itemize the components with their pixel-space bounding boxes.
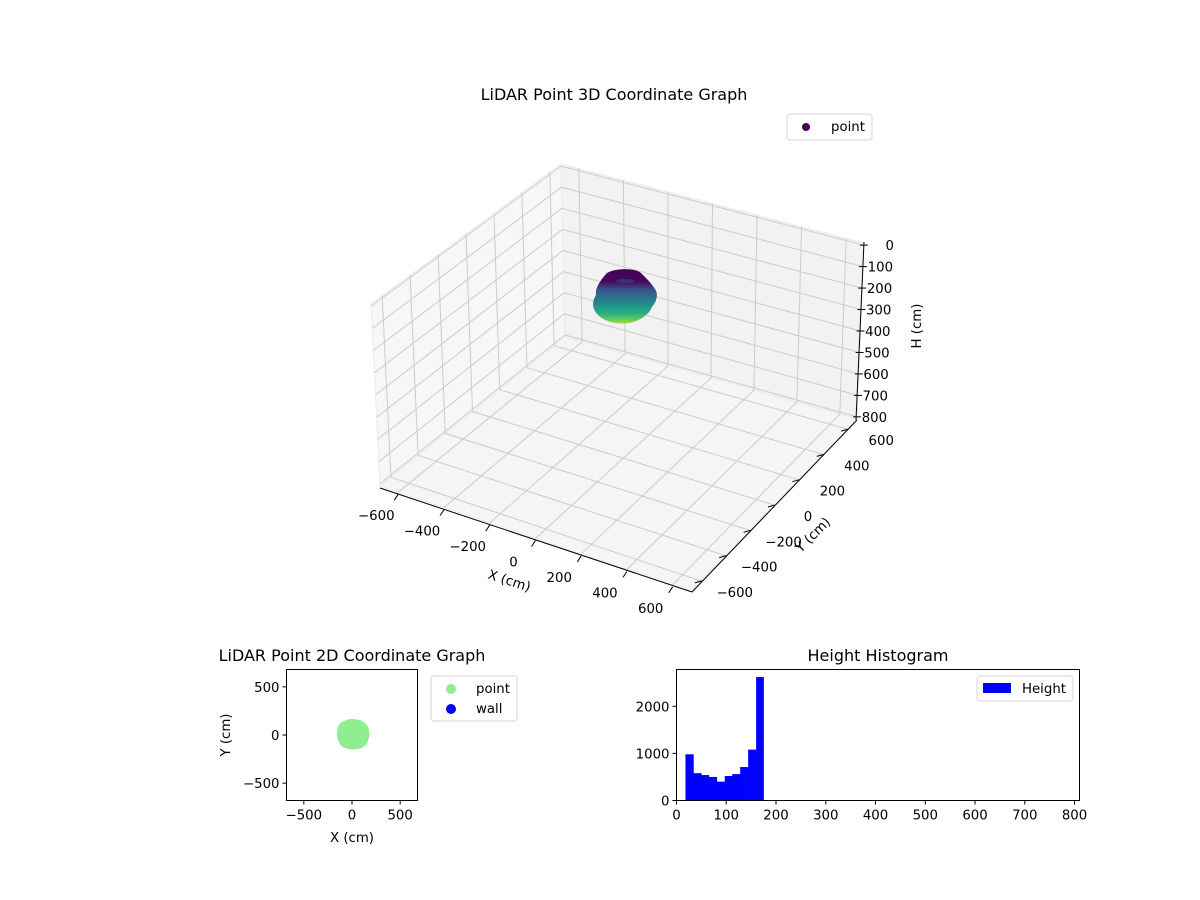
x-tick-label-3d: 600	[638, 602, 663, 617]
x-tick-label-2d: −500	[286, 809, 323, 824]
x-tick-label-hist: 500	[913, 809, 938, 824]
y-tick-label-hist: 2000	[636, 700, 670, 715]
plot-3d-title: LiDAR Point 3D Coordinate Graph	[481, 85, 748, 104]
plot-2d-title: LiDAR Point 2D Coordinate Graph	[219, 646, 486, 665]
point-cloud-3d	[593, 269, 657, 324]
x-tick-label-hist: 700	[1012, 809, 1037, 824]
tick-labels-3d: −600−400−2000200400600−600−400−200020040…	[358, 239, 894, 617]
legend-histogram: Height	[976, 675, 1074, 702]
legend-3d: point	[786, 113, 873, 141]
y-tick-label-3d: −600	[716, 586, 753, 601]
ticks-histogram: 0 100 200 300 400 500 600 700 800 0 1000 2000	[636, 700, 1088, 823]
legend-wall-label: wall	[476, 702, 502, 717]
x-tick-label-hist: 600	[962, 809, 987, 824]
z-tick-label-3d: 800	[862, 411, 887, 426]
y-tick-label-3d: 600	[869, 434, 894, 449]
y-tick-label-2d: 0	[271, 729, 279, 744]
grid-3d	[370, 165, 865, 586]
legend-point-marker	[802, 123, 810, 131]
x-axis-label-3d: X (cm)	[486, 568, 532, 596]
z-tick-label-3d: 200	[867, 282, 892, 297]
y-tick-label-3d: 200	[820, 485, 845, 500]
y-tick-label-3d: 0	[804, 510, 812, 525]
histogram-bars	[685, 677, 764, 801]
z-tick-label-3d: 0	[885, 239, 893, 254]
histogram-bar	[756, 677, 764, 801]
floor-pane	[378, 336, 858, 592]
x-tick-label-hist: 200	[763, 809, 788, 824]
plot-2d: LiDAR Point 2D Coordinate Graph −500 0 500…	[219, 646, 518, 846]
point-cloud-2d	[337, 719, 370, 750]
histogram-title: Height Histogram	[808, 646, 949, 665]
x-tick-label-3d: −600	[358, 509, 395, 524]
histogram-bar	[708, 776, 718, 801]
histogram-bar	[701, 775, 710, 801]
x-tick-label-hist: 100	[714, 809, 739, 824]
y-tick-label-3d: 400	[844, 459, 869, 474]
legend-height-swatch	[983, 683, 1011, 693]
y-tick-label-3d: −200	[765, 535, 802, 550]
x-tick-label-3d: −400	[404, 525, 441, 540]
plot-histogram: Height Histogram 0 100 200 300 400 500 600 700 8…	[636, 646, 1088, 824]
z-tick-label-3d: 500	[864, 346, 889, 361]
x-tick-label-3d: 400	[592, 586, 617, 601]
ticks-2d: −500 0 500 500 0 −500	[243, 681, 413, 824]
histogram-bar	[716, 781, 726, 801]
z-tick-label-3d: 400	[865, 325, 890, 340]
x-tick-label-hist: 800	[1062, 809, 1087, 824]
legend-point-label: point	[476, 682, 510, 697]
histogram-bar	[724, 775, 733, 801]
y-axis-line	[691, 419, 858, 593]
z-tick-label-3d: 100	[868, 261, 893, 276]
legend-2d: point wall	[430, 675, 518, 722]
legend-point-label: point	[831, 120, 865, 135]
x-tick-label-hist: 300	[813, 809, 838, 824]
y-tick-label-2d: 500	[254, 681, 279, 696]
x-tick-label-2d: 0	[348, 809, 356, 824]
histogram-bar	[685, 754, 694, 801]
x-tick-label-hist: 400	[863, 809, 888, 824]
x-axis-line	[379, 487, 693, 593]
histogram-bar	[740, 767, 749, 801]
legend-wall-marker	[446, 704, 456, 714]
histogram-bar	[748, 749, 757, 801]
ticks-3d	[393, 244, 868, 594]
x-tick-label-3d: 0	[509, 556, 517, 571]
histogram-axes	[676, 669, 1080, 801]
x-tick-label-2d: 500	[387, 809, 412, 824]
x-tick-label-hist: 0	[672, 809, 680, 824]
y-tick-label-hist: 0	[661, 795, 669, 810]
y-tick-label-3d: −400	[741, 561, 778, 576]
histogram-bar	[732, 774, 741, 801]
z-tick-label-3d: 300	[866, 304, 891, 319]
histogram-bar	[693, 773, 702, 801]
x-tick-label-3d: −200	[449, 540, 486, 555]
legend-point-marker	[446, 684, 456, 694]
legend-height-label: Height	[1022, 682, 1066, 697]
x-tick-label-3d: 200	[547, 571, 572, 586]
plot-3d: LiDAR Point 3D Coordinate Graph −600 −400…	[358, 85, 925, 617]
z-tick-label-3d: 600	[863, 368, 888, 383]
y-tick-label-2d: −500	[243, 777, 280, 792]
z-tick-label-3d: 700	[863, 389, 888, 404]
y-axis-label-2d: Y (cm)	[219, 714, 234, 758]
z-axis-label-3d: H (cm)	[910, 304, 925, 349]
x-axis-label-2d: X (cm)	[330, 831, 374, 846]
y-tick-label-hist: 1000	[636, 747, 670, 762]
